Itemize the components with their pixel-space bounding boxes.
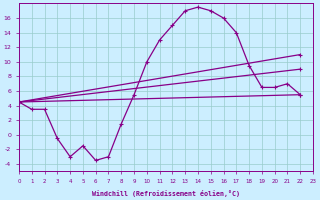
X-axis label: Windchill (Refroidissement éolien,°C): Windchill (Refroidissement éolien,°C) [92,190,240,197]
